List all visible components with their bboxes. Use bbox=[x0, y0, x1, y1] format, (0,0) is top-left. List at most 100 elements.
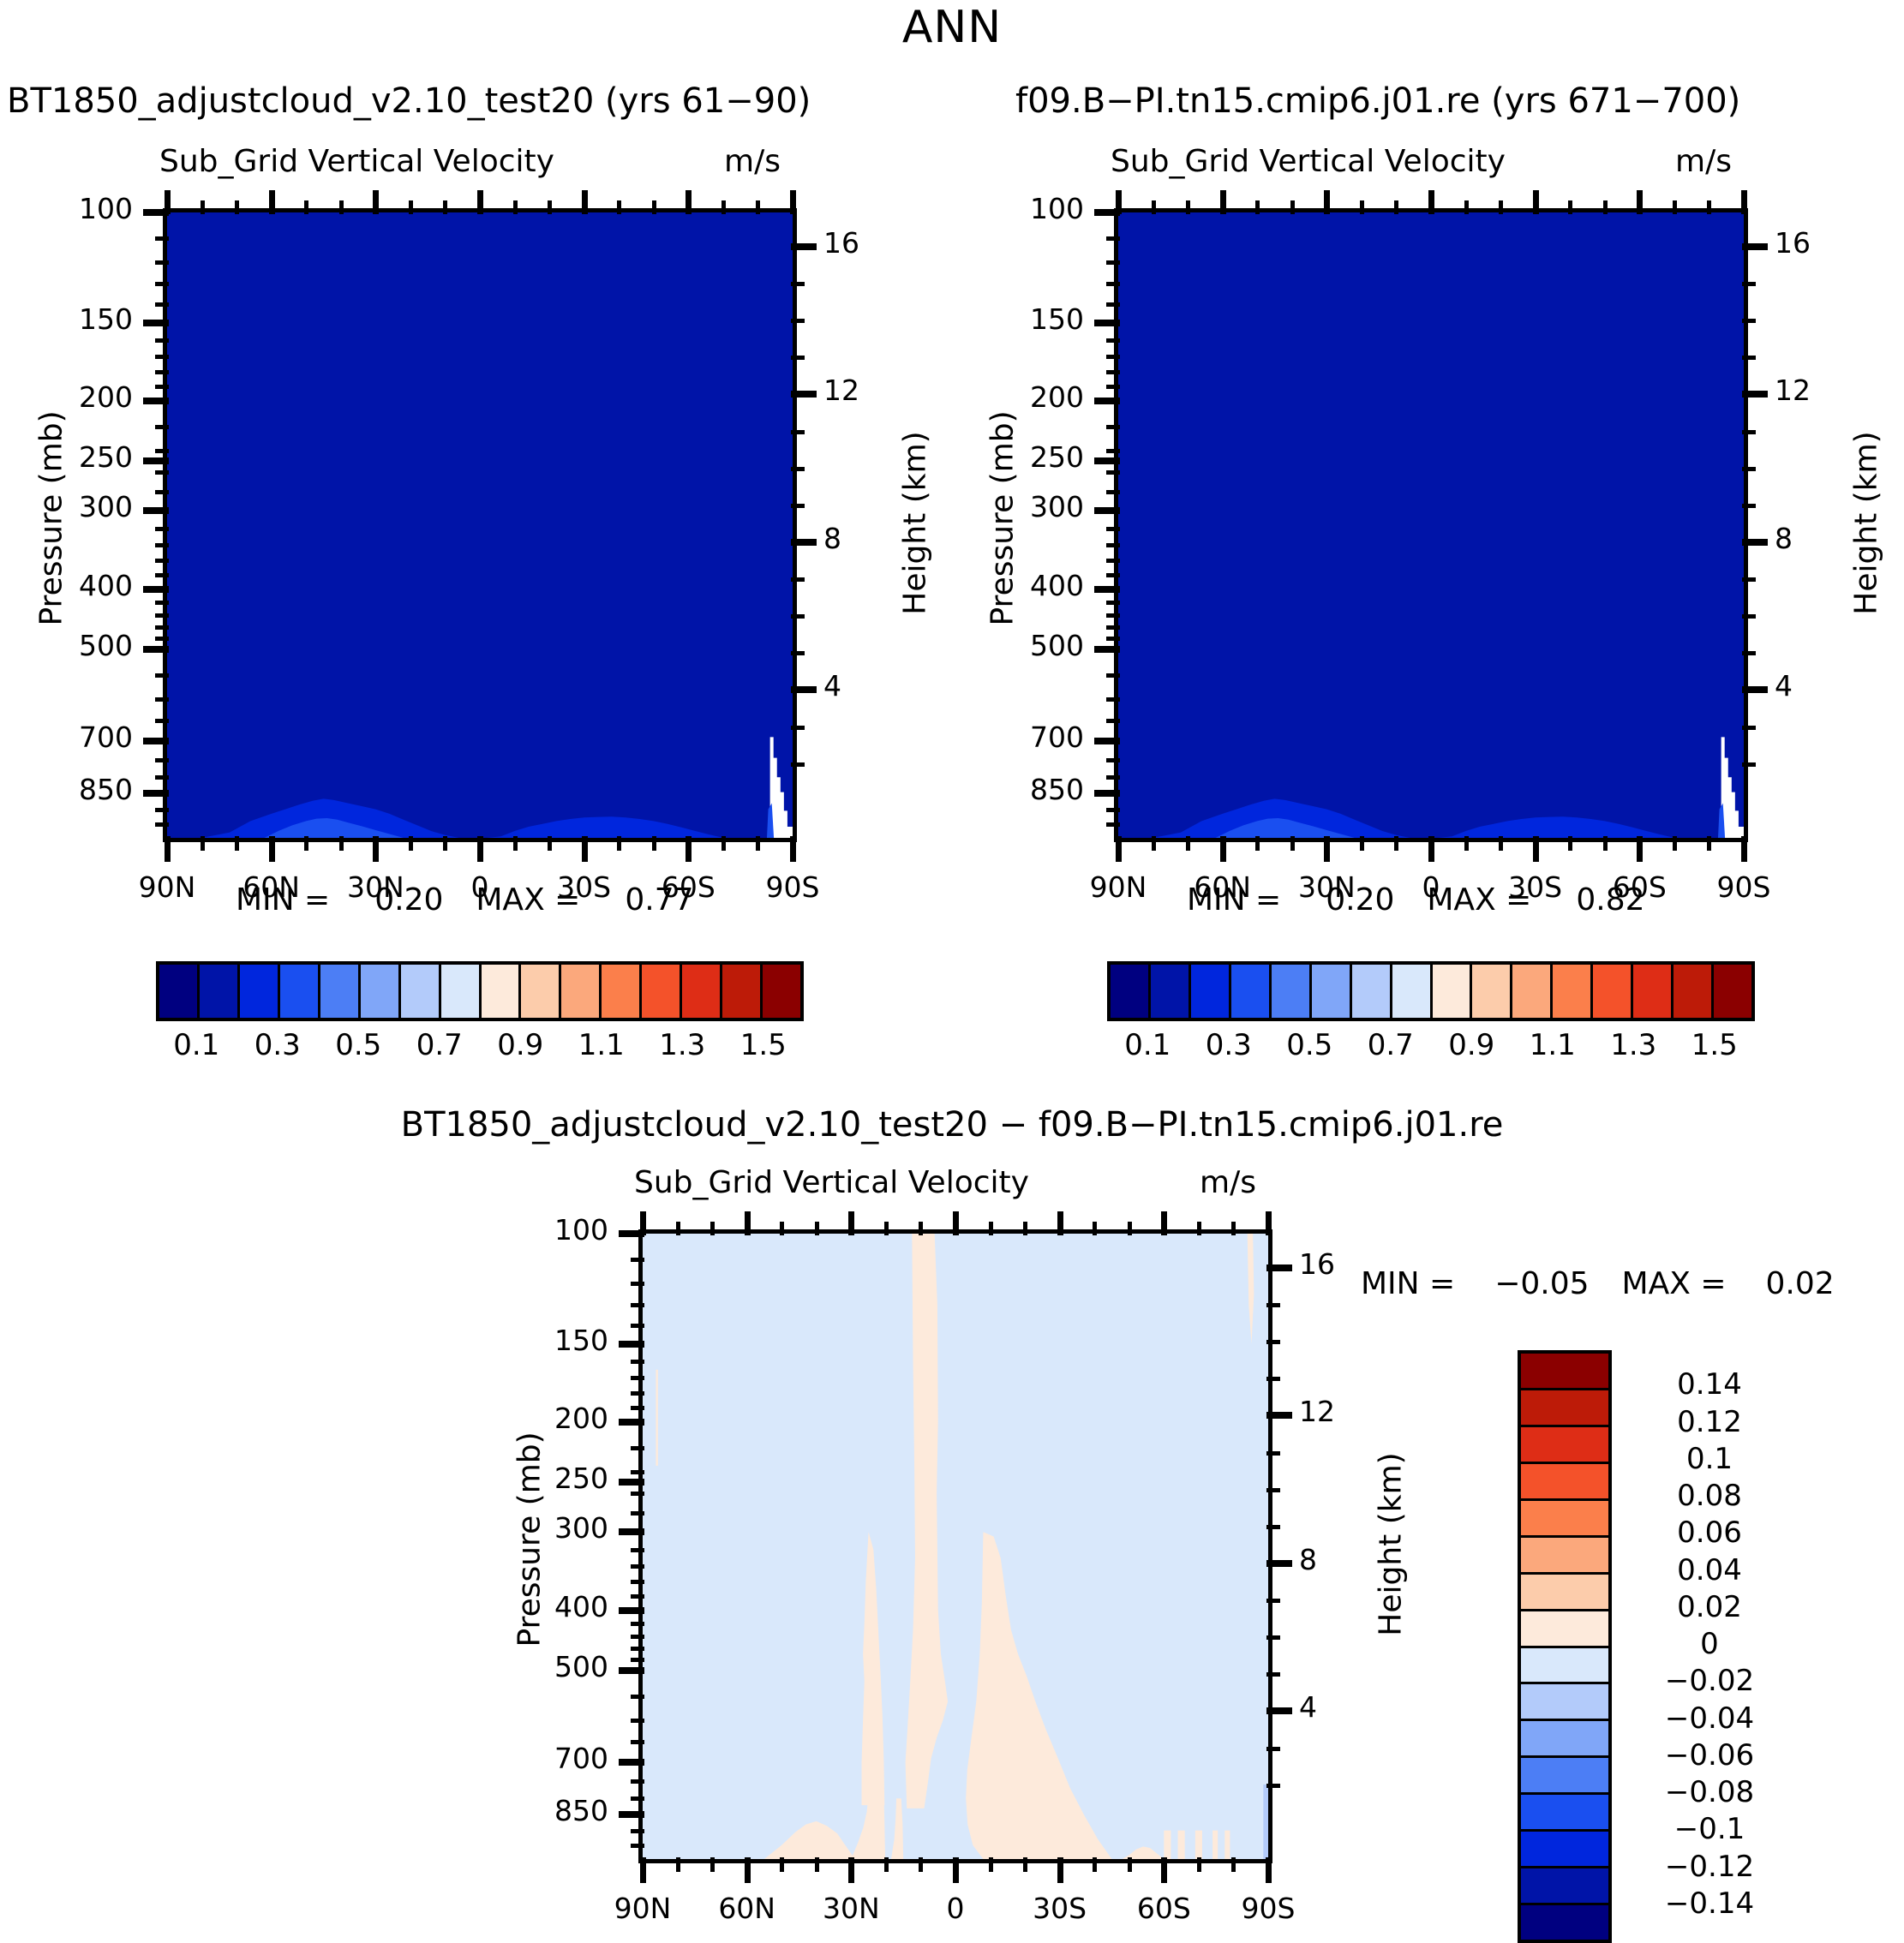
panel-difference-colorbar[interactable] bbox=[1518, 1350, 1612, 1943]
contour-wedge-southern-tropics bbox=[966, 1532, 1112, 1859]
pressure-tick-label: 200 bbox=[79, 380, 133, 414]
colorbar-cell-11 bbox=[602, 965, 643, 1018]
contour-patch-antarctic-top bbox=[1247, 1234, 1254, 1344]
height-tick-label: 4 bbox=[1299, 1690, 1317, 1725]
colorbar-label: 0.04 bbox=[1677, 1552, 1742, 1587]
colorbar-label: −0.08 bbox=[1664, 1775, 1755, 1809]
pressure-tick-label: 100 bbox=[554, 1213, 608, 1247]
colorbar-cell-5 bbox=[1311, 965, 1352, 1018]
colorbar-label: 0.5 bbox=[1286, 1028, 1333, 1062]
panel-top-left-height-axis-title: Height (km) bbox=[897, 431, 933, 615]
colorbar-cell-2 bbox=[1190, 965, 1231, 1018]
pressure-tick-label: 100 bbox=[79, 192, 133, 225]
min-label: MIN = bbox=[236, 882, 331, 918]
pressure-tick-label: 500 bbox=[1030, 629, 1084, 663]
lat-tick-label: 60S bbox=[1136, 1892, 1191, 1925]
panel-top-left-colorbar[interactable] bbox=[156, 961, 804, 1021]
colorbar-label: −0.04 bbox=[1664, 1701, 1755, 1736]
panel-top-left-contours bbox=[167, 212, 793, 838]
max-value: 0.77 bbox=[625, 882, 694, 918]
panel-top-right-pressure-axis-title: Pressure (mb) bbox=[985, 410, 1021, 626]
colorbar-cell-6 bbox=[1351, 965, 1392, 1018]
colorbar-cell-15 bbox=[1714, 965, 1751, 1018]
height-tick-label: 12 bbox=[1299, 1395, 1335, 1429]
panel-top-left-title: BT1850_adjustcloud_v2.10_test20 (yrs 61−… bbox=[7, 81, 811, 121]
panel-top-right-units: m/s bbox=[1675, 144, 1732, 179]
colorbar-label: −0.14 bbox=[1664, 1886, 1755, 1921]
contour-plume-subtropical-north bbox=[861, 1532, 885, 1806]
contour-sliver-antarctic bbox=[1717, 803, 1726, 838]
colorbar-label: 0.02 bbox=[1677, 1589, 1742, 1624]
colorbar-label: 0.1 bbox=[1685, 1441, 1733, 1476]
contour-band--0.02-0 bbox=[643, 1234, 1268, 1859]
contour-streak-south-0 bbox=[1164, 1830, 1171, 1859]
colorbar-cell-7 bbox=[1392, 965, 1433, 1018]
colorbar-cell-12 bbox=[1593, 965, 1634, 1018]
colorbar-cell-9 bbox=[1472, 965, 1513, 1018]
contour-streak-south-1 bbox=[1177, 1830, 1185, 1859]
pressure-tick-label: 200 bbox=[554, 1401, 608, 1435]
min-label: MIN = bbox=[1361, 1266, 1456, 1301]
panel-top-right-minmax: MIN = 0.20 MAX = 0.82 bbox=[1187, 882, 1645, 918]
pressure-tick-label: 700 bbox=[1030, 720, 1084, 754]
colorbar-label: 1.5 bbox=[1691, 1028, 1738, 1062]
colorbar-label: −0.02 bbox=[1664, 1664, 1755, 1699]
panel-top-right-plot[interactable] bbox=[1114, 208, 1748, 842]
height-tick-label: 12 bbox=[1775, 374, 1811, 408]
contour-streak-south-4 bbox=[1224, 1830, 1230, 1859]
colorbar-cell-2 bbox=[239, 965, 280, 1018]
height-tick-label: 8 bbox=[1775, 521, 1793, 555]
panel-difference-plot[interactable] bbox=[638, 1229, 1272, 1863]
colorbar-label: −0.1 bbox=[1673, 1812, 1745, 1847]
colorbar-label: −0.06 bbox=[1664, 1737, 1755, 1773]
pressure-tick-label: 150 bbox=[1030, 302, 1084, 336]
pressure-tick-label: 100 bbox=[1030, 192, 1084, 225]
colorbar-cell-9 bbox=[1521, 1684, 1608, 1722]
contour-band-southern-lobe bbox=[1528, 834, 1598, 838]
colorbar-cell-13 bbox=[682, 965, 723, 1018]
colorbar-cell-8 bbox=[1432, 965, 1473, 1018]
panel-difference-colorbar-labels: 0.14 0.12 0.1 0.08 0.06 0.04 0.02 0 −0.02 −0.04 −0… bbox=[1624, 1350, 1829, 1943]
pressure-tick-label: 700 bbox=[79, 720, 133, 754]
lat-tick-label: 30S bbox=[1033, 1892, 1087, 1925]
max-value: 0.82 bbox=[1576, 882, 1645, 918]
lat-tick-label: 30N bbox=[822, 1892, 880, 1925]
panel-difference-units: m/s bbox=[1200, 1165, 1256, 1200]
panel-difference-height-axis-title: Height (km) bbox=[1373, 1452, 1409, 1636]
lat-tick-label: 90S bbox=[765, 870, 820, 904]
colorbar-label: 1.5 bbox=[739, 1028, 787, 1062]
pressure-tick-label: 850 bbox=[79, 773, 133, 807]
panel-difference-pressure-axis-title: Pressure (mb) bbox=[512, 1432, 548, 1647]
colorbar-label: 0.7 bbox=[1367, 1028, 1414, 1062]
panel-top-right-contours bbox=[1118, 212, 1744, 838]
lat-tick-label: 90N bbox=[138, 870, 196, 904]
contour-surface-positive-layer bbox=[763, 1820, 1165, 1859]
colorbar-cell-1 bbox=[1150, 965, 1191, 1018]
height-tick-label: 16 bbox=[823, 225, 859, 260]
colorbar-label: 0.9 bbox=[497, 1028, 544, 1062]
colorbar-label: 0 bbox=[1700, 1627, 1719, 1661]
panel-difference-variable: Sub_Grid Vertical Velocity bbox=[634, 1165, 1029, 1200]
colorbar-cell-5 bbox=[360, 965, 401, 1018]
panel-top-right-colorbar[interactable] bbox=[1107, 961, 1755, 1021]
contour-ribbon-north-surface-2 bbox=[890, 1798, 904, 1859]
contour-streak-south-3 bbox=[1212, 1830, 1218, 1859]
lat-tick-label: 90N bbox=[1089, 870, 1147, 904]
contour-band-0.4-0.5 bbox=[1215, 817, 1355, 838]
contour-sliver-antarctic bbox=[766, 803, 775, 838]
colorbar-label: 1.3 bbox=[1610, 1028, 1657, 1062]
panel-top-right-variable: Sub_Grid Vertical Velocity bbox=[1111, 144, 1506, 179]
lat-tick-label: 90S bbox=[1241, 1892, 1296, 1925]
contour-plume-equatorial bbox=[905, 1234, 949, 1808]
colorbar-cell-9 bbox=[521, 965, 562, 1018]
contour-band-southern-lobe bbox=[577, 834, 647, 838]
colorbar-cell-10 bbox=[561, 965, 602, 1018]
panel-top-left-units: m/s bbox=[724, 144, 781, 179]
colorbar-cell-1 bbox=[1521, 1390, 1608, 1427]
colorbar-cell-7 bbox=[440, 965, 482, 1018]
colorbar-cell-3 bbox=[1230, 965, 1272, 1018]
colorbar-label: 0.5 bbox=[335, 1028, 382, 1062]
colorbar-cell-14 bbox=[1521, 1868, 1608, 1906]
panel-top-left-plot[interactable] bbox=[163, 208, 797, 842]
colorbar-cell-13 bbox=[1521, 1832, 1608, 1869]
